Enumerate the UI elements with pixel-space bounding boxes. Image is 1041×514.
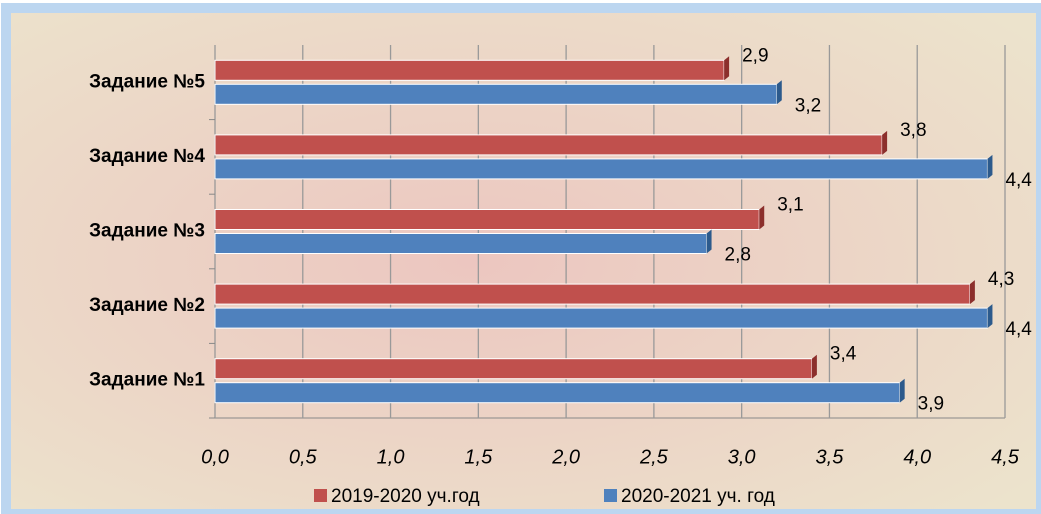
x-tick-label: 2,0 <box>551 446 580 468</box>
bar-end <box>776 80 782 105</box>
y-tick-label: Задание №3 <box>89 221 205 242</box>
legend-label: 2020-2021 уч. год <box>621 486 775 507</box>
data-label: 3,2 <box>795 95 821 116</box>
x-tick-label: 0,0 <box>201 446 229 468</box>
bar-end <box>724 56 730 81</box>
x-tick-label: 3,0 <box>728 446 756 468</box>
bar <box>214 283 971 305</box>
x-tick-label: 4,5 <box>991 446 1020 468</box>
bar <box>214 134 883 156</box>
y-tick-label: Задание №4 <box>89 146 205 167</box>
bar-end <box>969 280 975 305</box>
bar <box>214 83 778 105</box>
data-label: 4,4 <box>1005 170 1032 191</box>
bar-end <box>987 154 993 179</box>
data-label: 3,1 <box>777 195 803 216</box>
data-label: 2,8 <box>725 245 751 266</box>
bar-end <box>706 229 712 254</box>
y-tick-label: Задание №5 <box>89 71 205 92</box>
legend-swatch <box>604 489 617 502</box>
bar-end <box>882 130 888 155</box>
bar <box>214 158 988 180</box>
x-tick-label: 2,5 <box>639 446 669 468</box>
data-label: 2,9 <box>742 45 768 66</box>
bar <box>214 209 760 230</box>
bar <box>214 307 988 329</box>
x-tick-label: 3,5 <box>816 446 845 468</box>
legend-swatch <box>314 489 327 502</box>
legend-label: 2019-2020 уч.год <box>331 486 480 507</box>
x-tick-label: 4,0 <box>903 446 931 468</box>
bar <box>214 59 725 81</box>
y-tick-label: Задание №2 <box>89 295 205 316</box>
bar-end <box>759 205 765 230</box>
data-label: 3,4 <box>830 344 857 365</box>
bar-end <box>899 378 905 403</box>
data-label: 3,9 <box>918 394 944 415</box>
data-label: 3,8 <box>900 120 926 141</box>
bar <box>214 358 813 380</box>
bar <box>214 233 708 254</box>
data-label: 4,4 <box>1005 319 1032 340</box>
x-tick-label: 0,5 <box>289 446 318 468</box>
x-tick-label: 1,0 <box>377 446 405 468</box>
bar <box>214 382 901 404</box>
bar-end <box>987 304 993 329</box>
y-tick-label: Задание №1 <box>89 370 205 391</box>
data-label: 4,3 <box>988 269 1014 290</box>
x-tick-label: 1,5 <box>464 446 493 468</box>
bar-end <box>811 354 817 379</box>
